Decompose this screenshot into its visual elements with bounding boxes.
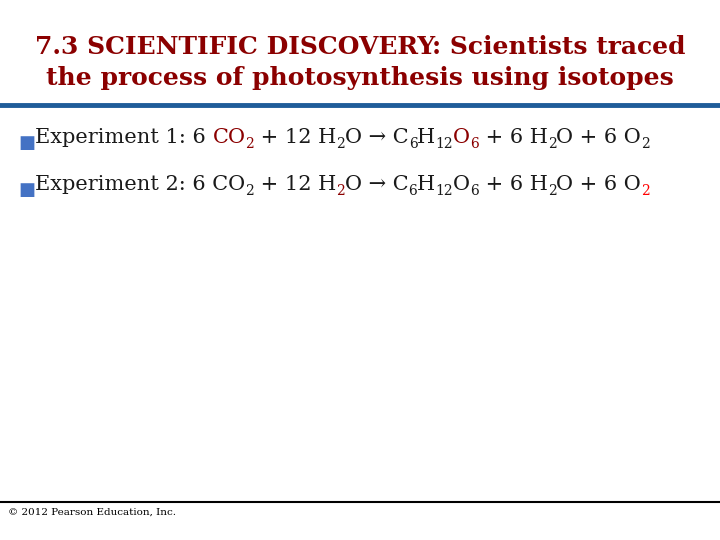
Text: C: C [212,128,228,147]
Text: O + 6 O: O + 6 O [557,128,642,147]
Text: O + 6 O: O + 6 O [557,175,641,194]
Text: Experiment 2: 6 CO: Experiment 2: 6 CO [35,175,245,194]
Text: 6: 6 [408,184,418,198]
Text: 12: 12 [436,137,453,151]
Text: 2: 2 [548,137,557,151]
Text: © 2012 Pearson Education, Inc.: © 2012 Pearson Education, Inc. [8,508,176,517]
Text: 2: 2 [641,184,650,198]
Text: Experiment 1: 6: Experiment 1: 6 [35,128,212,147]
Text: + 6 H: + 6 H [479,175,548,194]
Text: 2: 2 [336,184,345,198]
Text: 2: 2 [548,184,557,198]
Text: O: O [453,175,470,194]
Text: 6: 6 [409,137,418,151]
Text: O: O [453,128,470,147]
Text: H: H [418,128,436,147]
Text: O → C: O → C [345,175,408,194]
Text: O: O [228,128,246,147]
Text: 12: 12 [436,184,453,198]
Text: 6: 6 [470,184,479,198]
Text: + 12 H: + 12 H [254,128,336,147]
Text: 6: 6 [470,137,479,151]
Text: 2: 2 [642,137,650,151]
Text: + 6 H: + 6 H [479,128,548,147]
Text: 7.3 SCIENTIFIC DISCOVERY: Scientists traced
the process of photosynthesis using : 7.3 SCIENTIFIC DISCOVERY: Scientists tra… [35,35,685,90]
Text: + 12 H: + 12 H [254,175,336,194]
Text: 2: 2 [245,184,254,198]
Text: ■: ■ [18,134,35,152]
Text: 2: 2 [246,137,254,151]
Text: H: H [418,175,436,194]
Text: O → C: O → C [345,128,409,147]
Text: ■: ■ [18,181,35,199]
Text: 2: 2 [336,137,345,151]
